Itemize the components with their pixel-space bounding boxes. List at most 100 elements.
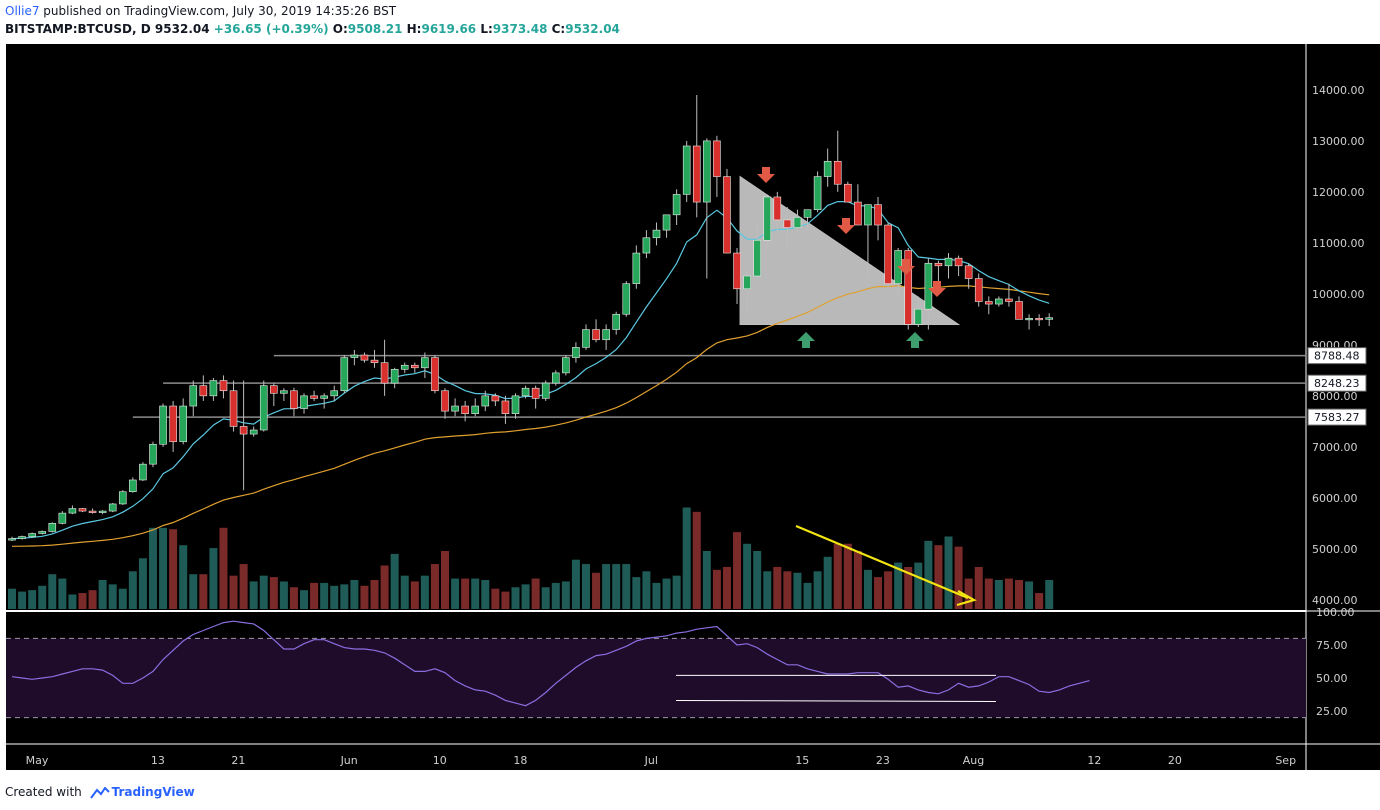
- time-tick-label: 12: [1087, 754, 1101, 767]
- triangle-pattern: [739, 175, 961, 325]
- candle-body: [229, 390, 238, 427]
- candle-body: [481, 395, 490, 407]
- candle-body: [1005, 298, 1013, 302]
- price-tick-label: 10000.00: [1312, 288, 1365, 301]
- price-tick-label: 12000.00: [1312, 186, 1365, 199]
- volume-bar: [974, 566, 983, 609]
- volume-bar: [692, 511, 701, 609]
- volume-bar: [773, 566, 782, 609]
- price-chart[interactable]: 14000.00 13000.00 12000.00 11000.00 10000.00…: [0, 40, 1380, 770]
- candle-body: [803, 209, 812, 218]
- volume-bar: [672, 575, 681, 609]
- volume-bar: [48, 574, 57, 609]
- price-level-label: 7583.27: [1314, 411, 1360, 424]
- arrow-up-icon: [797, 332, 815, 348]
- candle-body: [58, 512, 67, 524]
- candle-body: [501, 400, 510, 414]
- volume-bar: [340, 584, 349, 609]
- trendline-arrowhead: [956, 590, 977, 607]
- volume-bar: [8, 588, 16, 609]
- candle-body: [511, 395, 520, 414]
- volume-bar: [98, 580, 107, 609]
- candle-body: [703, 140, 711, 203]
- volume-bar: [813, 571, 822, 609]
- candle-body: [199, 385, 208, 397]
- publish-info: Ollie7 published on TradingView.com, Jul…: [5, 4, 396, 18]
- volume-bar: [702, 551, 711, 609]
- candle-body: [461, 405, 469, 414]
- volume-bar: [511, 587, 520, 609]
- footer: Created with TradingView: [5, 785, 195, 799]
- candle-body: [239, 426, 248, 435]
- candle-body: [823, 160, 832, 177]
- volume-bar: [269, 577, 278, 609]
- candle-body: [672, 194, 681, 216]
- candle-body: [551, 372, 560, 384]
- time-tick-label: 23: [876, 754, 890, 767]
- volume-bar: [390, 553, 399, 609]
- candle-body: [18, 536, 26, 539]
- close-label: C:: [551, 22, 566, 36]
- volume-bar: [833, 543, 842, 609]
- candle-body: [682, 145, 691, 195]
- volume-bar: [994, 580, 1003, 609]
- candle-body: [98, 510, 107, 513]
- candle-body: [833, 160, 842, 185]
- volume-bar: [531, 578, 540, 609]
- volume-bar: [1045, 580, 1054, 609]
- volume-bar: [18, 591, 27, 609]
- candle-body: [652, 229, 661, 239]
- candle-body: [662, 214, 671, 231]
- candle-body: [149, 443, 157, 465]
- time-tick-label: Sep: [1275, 754, 1296, 767]
- candle-body: [118, 491, 127, 505]
- volume-bar: [682, 507, 691, 609]
- volume-bar: [733, 532, 742, 609]
- candle-body: [763, 196, 772, 241]
- candle-body: [854, 201, 862, 226]
- candle-body: [159, 405, 167, 445]
- candle-body: [562, 357, 570, 374]
- price-level-badge: [1307, 374, 1367, 392]
- volume-bar: [722, 566, 731, 609]
- price-tick-label: 13000.00: [1312, 135, 1365, 148]
- candle-body: [300, 395, 308, 409]
- time-tick-label: 10: [433, 754, 447, 767]
- volume-bar: [984, 578, 993, 609]
- volume-bar: [58, 578, 67, 609]
- author-link[interactable]: Ollie7: [5, 4, 40, 18]
- price-tick-label: 8000.00: [1312, 390, 1358, 403]
- volume-bar: [541, 587, 550, 609]
- volume-bar: [793, 572, 802, 609]
- candle-body: [139, 463, 147, 481]
- candle-body: [1025, 318, 1033, 321]
- open-value: 9508.21: [347, 22, 403, 36]
- volume-bar: [88, 590, 97, 609]
- volume-bar: [78, 593, 87, 609]
- symbol-name[interactable]: BITSTAMP:BTCUSD: [5, 22, 133, 36]
- candle-body: [400, 364, 409, 370]
- volume-bar: [763, 571, 772, 609]
- volume-bar: [159, 527, 168, 609]
- candle-body: [249, 429, 258, 435]
- time-tick-label: 15: [795, 754, 809, 767]
- volume-bar: [884, 571, 893, 609]
- price-level-label: 8788.48: [1314, 350, 1360, 363]
- candle-body: [340, 357, 349, 392]
- candle-body: [733, 252, 741, 290]
- open-label: O:: [332, 22, 348, 36]
- candle-body: [602, 329, 610, 341]
- candle-body: [88, 510, 97, 513]
- volume-trendline: [795, 524, 969, 600]
- candle-body: [28, 533, 36, 537]
- tradingview-brand[interactable]: TradingView: [111, 785, 195, 799]
- candle-body: [572, 347, 580, 358]
- candle-body: [179, 405, 187, 443]
- interval: D: [140, 22, 151, 36]
- high-label: H:: [406, 22, 422, 36]
- candle-body: [48, 523, 57, 532]
- candle-body: [431, 357, 439, 392]
- volume-bar: [1004, 578, 1013, 609]
- candle-body: [280, 390, 288, 394]
- volume-bar: [662, 578, 671, 609]
